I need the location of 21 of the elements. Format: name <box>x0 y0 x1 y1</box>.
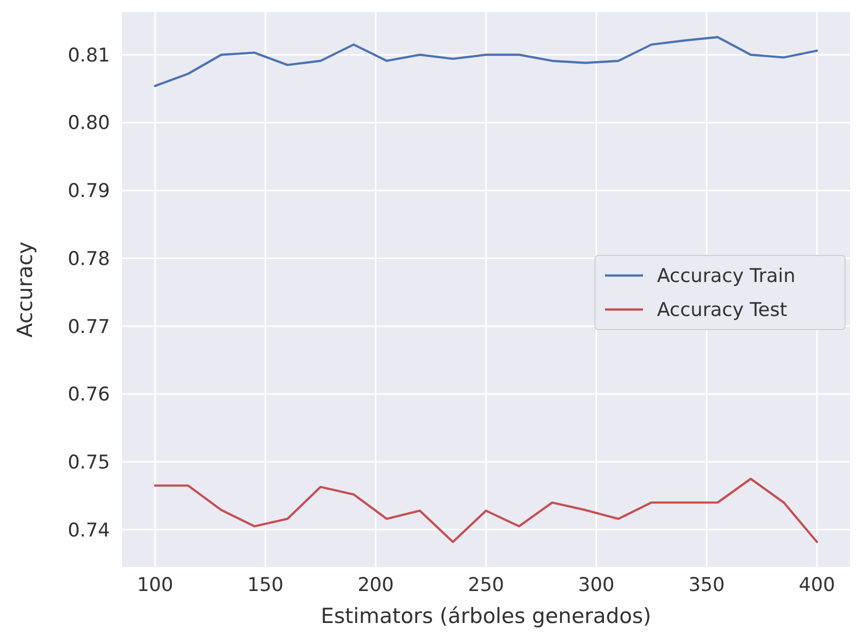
x-tick-label: 300 <box>578 574 614 596</box>
legend-label: Accuracy Train <box>657 265 796 288</box>
line-series <box>154 36 818 88</box>
y-tick-label: 0.78 <box>68 248 110 270</box>
y-axis-title: Accuracy <box>13 242 37 338</box>
y-tick-label: 0.81 <box>68 44 110 66</box>
y-tick-label: 0.79 <box>68 180 110 202</box>
y-tick-label: 0.76 <box>68 384 110 406</box>
y-tick-label: 0.74 <box>68 519 110 542</box>
x-axis-title: Estimators (árboles generados) <box>320 604 652 628</box>
x-tick-label: 200 <box>358 574 394 596</box>
x-tick-label: 350 <box>688 574 725 596</box>
legend-label: Accuracy Test <box>657 299 788 322</box>
x-tick-label: 400 <box>798 574 836 596</box>
y-tick-label: 0.77 <box>68 316 110 338</box>
x-tick-label: 100 <box>136 574 174 596</box>
line-series <box>154 478 818 543</box>
y-tick-label: 0.75 <box>68 451 110 474</box>
x-tick-label: 250 <box>468 574 504 596</box>
x-tick-label: 150 <box>247 574 284 596</box>
y-tick-label: 0.80 <box>68 112 110 134</box>
